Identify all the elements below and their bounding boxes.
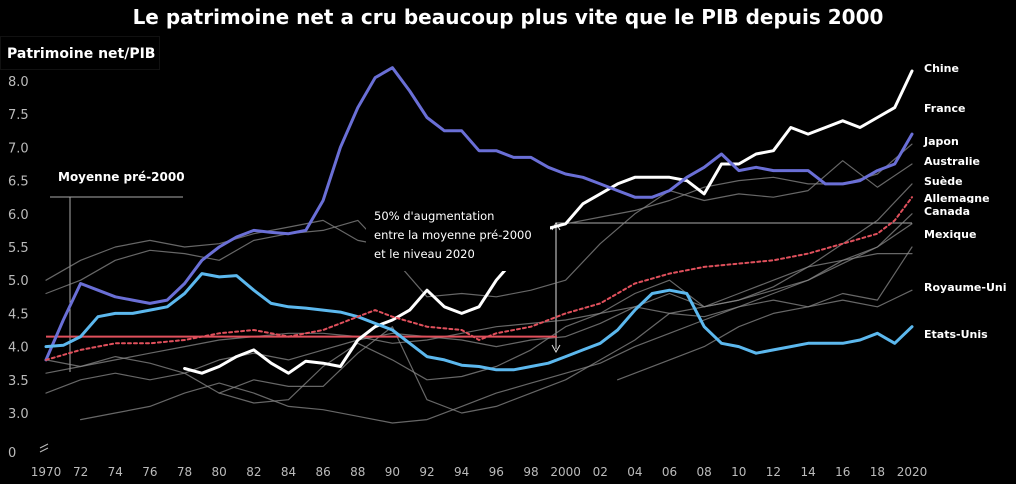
chart-title: Le patrimoine net a cru beaucoup plus vi… [0,0,1016,34]
x-tick-label: 12 [766,465,781,479]
x-tick-label: 2020 [897,465,928,479]
y-tick-label: 8.0 [8,75,29,90]
y-tick-label: 3.5 [8,374,29,389]
legend-entry-suede: Suède [918,172,996,190]
axis-break-mark [39,443,49,453]
legend-entry-japon: Japon [918,133,996,151]
augmentation-annotation: 50% d'augmentation entre la moyenne pré-… [366,203,550,271]
x-tick-label: 82 [246,465,261,479]
x-tick-label: 10 [731,465,746,479]
x-tick-label: 18 [870,465,885,479]
y-tick-label: 5.0 [8,274,29,289]
legend-entry-chine: Chine [918,60,996,78]
legend-entry-allemagne: Allemagne [918,189,996,207]
legend-entry-france: France [918,99,996,117]
y-tick-label: 7.5 [8,108,29,123]
series-line-suède [218,183,913,414]
series-line-royaume-uni [45,253,913,404]
y-tick-label: 5.5 [8,241,29,256]
legend-entry-australie: Australie [918,153,996,170]
series-line-autre [79,289,913,424]
x-tick-label: 96 [489,465,504,479]
legend-entry-mexique: Mexique [918,226,996,244]
moyenne-annotation-label: Moyenne pré-2000 [58,170,185,184]
x-tick-label: 06 [662,465,677,479]
x-tick-label: 04 [627,465,642,479]
x-tick-label: 14 [800,465,815,479]
series-line-moyenne-dotted [45,196,913,361]
x-tick-label: 2000 [550,465,581,479]
y-tick-label: 6.0 [8,208,29,223]
x-tick-label: 76 [142,465,157,479]
x-tick-label: 92 [419,465,434,479]
y-tick-label: 3.0 [8,407,29,422]
legend-entry-canada: Canada [918,202,996,220]
augmentation-line-3: et le niveau 2020 [374,247,475,261]
x-tick-label: 72 [73,465,88,479]
x-tick-label: 78 [177,465,192,479]
x-tick-label: 86 [315,465,330,479]
x-tick-label: 94 [454,465,469,479]
x-tick-label: 84 [281,465,296,479]
x-tick-label: 16 [835,465,850,479]
x-tick-label: 74 [108,465,123,479]
moyenne-annotation-box: Moyenne pré-2000 [50,128,246,194]
y-tick-label: 6.5 [8,175,29,190]
series-line-allemagne [45,213,913,374]
x-tick-label: 88 [350,465,365,479]
legend-entry-royaume-uni: Royaume-Uni [918,279,1013,297]
y-tick-label: 0 [8,446,16,461]
x-tick-label: 02 [593,465,608,479]
x-tick-label: 1970 [31,465,62,479]
x-tick-label: 90 [385,465,400,479]
augmentation-line-2: entre la moyenne pré-2000 [374,228,532,242]
x-tick-label: 08 [697,465,712,479]
y-tick-label: 4.5 [8,307,29,322]
augmentation-line-1: 50% d'augmentation [374,209,495,223]
series-line-us [44,272,914,372]
series-line-mexique [616,246,913,381]
y-tick-label: 4.0 [8,341,29,356]
x-tick-label: 98 [523,465,538,479]
series-line-australie [45,160,913,298]
legend-entry-etats-unis: Etats-Unis [918,325,996,343]
series-line-france [44,66,914,362]
y-tick-label: 7.0 [8,141,29,156]
x-tick-label: 80 [212,465,227,479]
y-axis-label: Patrimoine net/PIB [0,36,160,70]
